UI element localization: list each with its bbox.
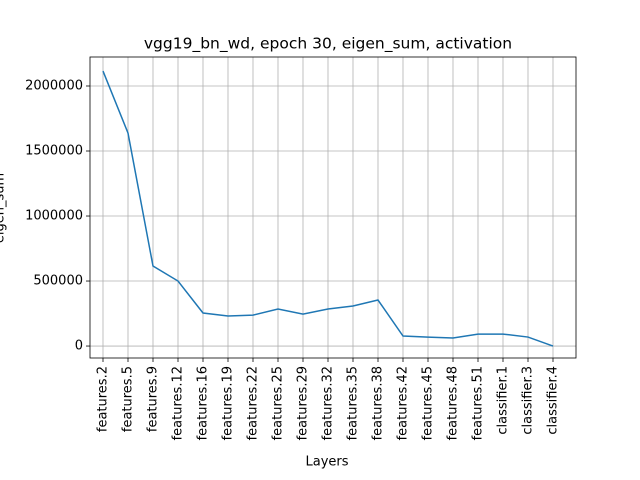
x-tick-label: features.29: [296, 366, 311, 440]
x-tick-label: classifier.4: [546, 366, 561, 435]
x-tick-label: features.38: [371, 366, 386, 440]
y-tick-label: 500000: [33, 274, 83, 289]
x-tick-label: features.51: [471, 366, 486, 440]
x-tick-label: classifier.3: [521, 366, 536, 435]
x-tick-label: features.12: [171, 366, 186, 440]
chart-title: vgg19_bn_wd, epoch 30, eigen_sum, activa…: [144, 35, 512, 54]
x-tick-label: features.9: [146, 366, 161, 432]
y-axis-label: eigen_sum: [0, 173, 8, 243]
y-tick-label: 0: [75, 339, 83, 354]
plot-frame: [89, 56, 577, 359]
x-tick-label: features.48: [446, 366, 461, 440]
x-tick-label: features.5: [121, 366, 136, 432]
x-tick-label: features.42: [396, 366, 411, 440]
x-tick-label: features.35: [346, 366, 361, 440]
x-tick-label: features.45: [421, 366, 436, 440]
y-tick-label: 2000000: [25, 78, 83, 93]
x-axis-label: Layers: [305, 455, 348, 470]
x-tick-label: features.22: [246, 366, 261, 440]
y-tick-label: 1000000: [25, 209, 83, 224]
x-tick-label: features.2: [96, 366, 111, 432]
x-tick-label: features.19: [221, 366, 236, 440]
x-tick-label: features.32: [321, 366, 336, 440]
x-tick-label: features.16: [196, 366, 211, 440]
data-line: [102, 70, 554, 347]
x-tick-label: features.25: [271, 366, 286, 440]
y-tick-label: 1500000: [25, 144, 83, 159]
x-tick-label: classifier.1: [496, 366, 511, 435]
